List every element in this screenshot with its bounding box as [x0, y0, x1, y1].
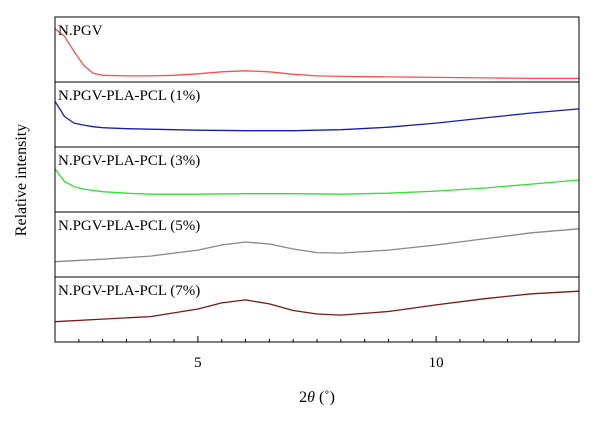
panel-1: N.PGV	[54, 23, 579, 80]
x-axis-title-symbol: θ	[307, 389, 315, 406]
panels-group: N.PGV N.PGV-PLA-PCL (1%) N.PGV-PLA-PCL (3%…	[54, 23, 580, 323]
y-axis-title: Relative intensity	[13, 124, 30, 236]
series-line-3	[54, 168, 580, 195]
series-label-5: N.PGV-PLA-PCL (7%)	[58, 283, 200, 299]
series-line-1	[54, 28, 579, 80]
x-axis-title: 2θ (˚)	[299, 389, 335, 406]
x-tick-label: 5	[194, 355, 202, 371]
series-label-2: N.PGV-PLA-PCL (1%)	[58, 88, 200, 104]
series-line-4	[54, 228, 580, 263]
panel-3: N.PGV-PLA-PCL (3%)	[54, 146, 580, 195]
series-line-5	[54, 290, 580, 323]
panel-5: N.PGV-PLA-PCL (7%)	[54, 276, 580, 323]
series-label-1: N.PGV	[58, 23, 103, 39]
series-label-4: N.PGV-PLA-PCL (5%)	[58, 218, 200, 234]
panel-4: N.PGV-PLA-PCL (5%)	[54, 211, 580, 263]
panel-2: N.PGV-PLA-PCL (1%)	[54, 81, 580, 132]
series-label-3: N.PGV-PLA-PCL (3%)	[58, 153, 200, 169]
x-tick-label: 10	[429, 355, 444, 371]
x-axis-title-unit: (˚)	[315, 389, 335, 406]
x-axis-title-prefix: 2	[299, 389, 307, 406]
series-line-2	[54, 100, 580, 132]
x-axis-ticks: 5 10	[54, 336, 580, 371]
